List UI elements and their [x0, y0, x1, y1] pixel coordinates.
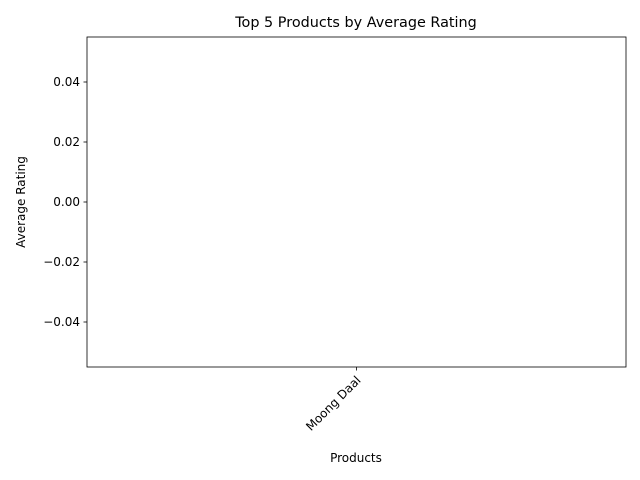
y-tick-label: 0.04: [53, 75, 80, 89]
y-axis-label: Average Rating: [14, 156, 28, 248]
chart-title: Top 5 Products by Average Rating: [234, 15, 477, 31]
plot-area: [86, 36, 627, 368]
plot-frame: [86, 36, 627, 368]
y-tick-label: −0.04: [43, 315, 80, 329]
x-tick-label: Moong Daal: [303, 373, 363, 433]
y-tick-label: −0.02: [43, 255, 80, 269]
y-tick-label: 0.00: [53, 195, 80, 209]
y-axis-ticks: −0.04 −0.02 0.00 0.02 0.04: [43, 75, 87, 329]
x-axis-label: Products: [330, 451, 382, 465]
y-tick-label: 0.02: [53, 135, 80, 149]
x-axis-ticks: Moong Daal: [303, 367, 364, 434]
